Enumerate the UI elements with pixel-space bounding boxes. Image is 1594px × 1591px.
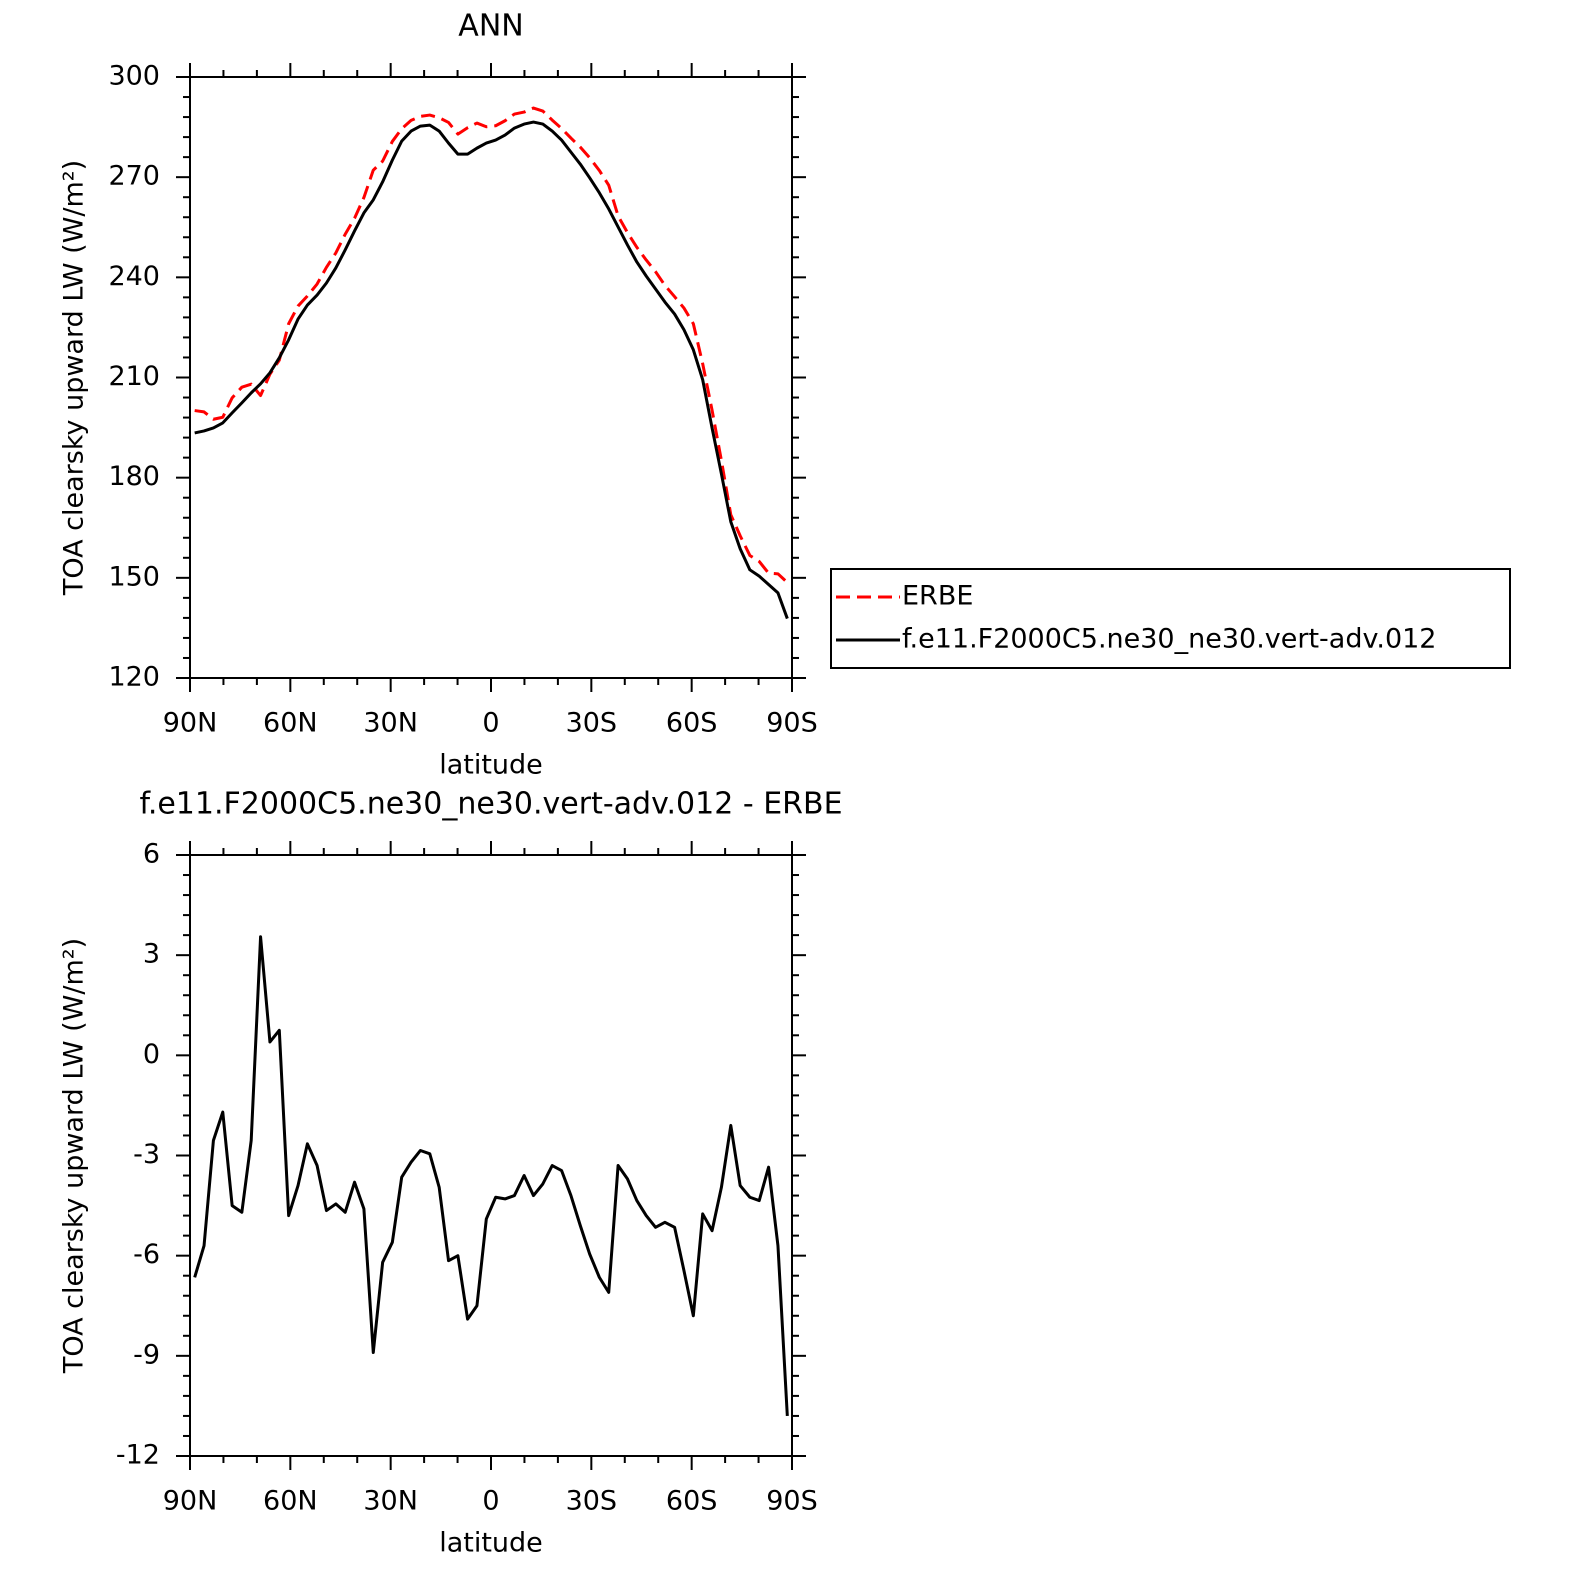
x-tick-label: 30S xyxy=(566,1486,618,1517)
y-tick-label: 3 xyxy=(143,939,160,970)
y-tick-label: 6 xyxy=(143,839,160,870)
x-tick-label: 90N xyxy=(163,708,218,739)
y-tick-label: 270 xyxy=(108,161,160,192)
y-tick-label: -6 xyxy=(133,1239,160,1270)
y-tick-label: 300 xyxy=(108,61,160,92)
y-tick-label: 150 xyxy=(108,561,160,592)
y-axis-label: TOA clearsky upward LW (W/m²) xyxy=(59,938,90,1374)
x-tick-label: 60N xyxy=(263,1486,318,1517)
y-tick-label: 210 xyxy=(108,361,160,392)
y-axis-label: TOA clearsky upward LW (W/m²) xyxy=(59,160,90,596)
y-tick-label: 0 xyxy=(143,1039,160,1070)
x-tick-label: 60S xyxy=(666,1486,718,1517)
chart-title: ANN xyxy=(458,9,523,44)
x-tick-label: 60N xyxy=(263,708,318,739)
x-tick-label: 30N xyxy=(363,1486,418,1517)
x-axis-label: latitude xyxy=(439,750,543,781)
legend-box xyxy=(830,568,1511,669)
x-tick-label: 90S xyxy=(766,708,818,739)
data-line xyxy=(194,106,789,584)
y-tick-label: 240 xyxy=(108,261,160,292)
data-line xyxy=(194,120,789,620)
x-tick-label: 30N xyxy=(363,708,418,739)
legend-label: f.e11.F2000C5.ne30_ne30.vert-adv.012 xyxy=(902,624,1436,655)
y-tick-label: -12 xyxy=(116,1440,160,1471)
plot-frame xyxy=(189,76,793,679)
y-tick-label: 120 xyxy=(108,662,160,693)
x-tick-label: 0 xyxy=(482,708,499,739)
y-tick-label: -9 xyxy=(133,1339,160,1370)
x-tick-label: 90S xyxy=(766,1486,818,1517)
y-tick-label: 180 xyxy=(108,461,160,492)
x-tick-label: 30S xyxy=(566,708,618,739)
x-axis-label: latitude xyxy=(439,1528,543,1559)
y-tick-label: -3 xyxy=(133,1139,160,1170)
x-tick-label: 0 xyxy=(482,1486,499,1517)
legend-label: ERBE xyxy=(902,581,973,612)
x-tick-label: 60S xyxy=(666,708,718,739)
x-tick-label: 90N xyxy=(163,1486,218,1517)
chart-title: f.e11.F2000C5.ne30_ne30.vert-adv.012 - E… xyxy=(139,787,842,822)
data-line xyxy=(193,935,789,1417)
plot-frame xyxy=(189,854,793,1457)
